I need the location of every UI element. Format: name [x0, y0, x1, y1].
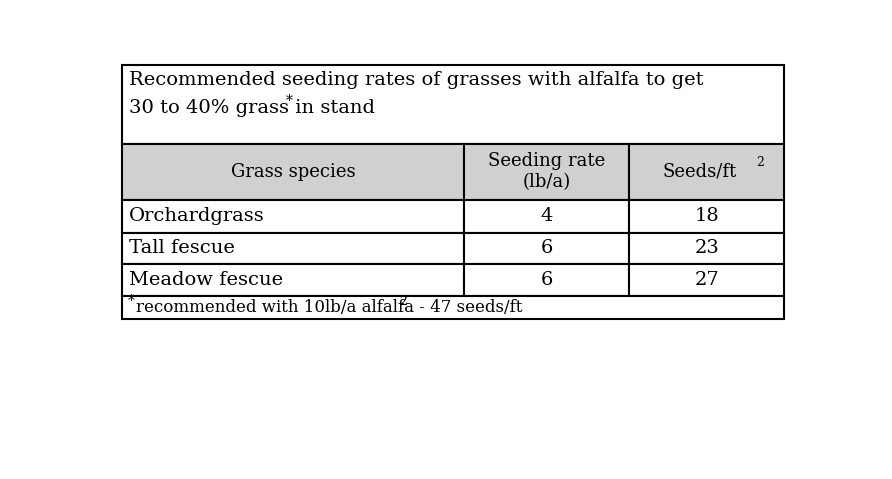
FancyBboxPatch shape — [629, 200, 784, 233]
FancyBboxPatch shape — [121, 296, 784, 319]
FancyBboxPatch shape — [464, 264, 629, 296]
Text: *: * — [285, 93, 293, 107]
Text: Tall fescue: Tall fescue — [129, 240, 235, 257]
FancyBboxPatch shape — [121, 65, 784, 144]
Text: 18: 18 — [694, 207, 719, 226]
Text: 6: 6 — [541, 271, 553, 289]
Text: 30 to 40% grass in stand: 30 to 40% grass in stand — [129, 99, 376, 117]
FancyBboxPatch shape — [629, 144, 784, 200]
FancyBboxPatch shape — [629, 233, 784, 264]
Text: 4: 4 — [541, 207, 553, 226]
Text: 2: 2 — [399, 295, 407, 308]
Text: Orchardgrass: Orchardgrass — [129, 207, 265, 226]
Text: Grass species: Grass species — [230, 163, 355, 181]
Text: 23: 23 — [694, 240, 719, 257]
FancyBboxPatch shape — [121, 264, 464, 296]
FancyBboxPatch shape — [121, 144, 464, 200]
Text: Recommended seeding rates of grasses with alfalfa to get: Recommended seeding rates of grasses wit… — [129, 71, 704, 90]
Text: 2: 2 — [756, 156, 764, 169]
Text: recommended with 10lb/a alfalfa - 47 seeds/ft: recommended with 10lb/a alfalfa - 47 see… — [136, 299, 522, 316]
FancyBboxPatch shape — [464, 200, 629, 233]
Text: *: * — [128, 294, 135, 308]
FancyBboxPatch shape — [629, 264, 784, 296]
Text: 6: 6 — [541, 240, 553, 257]
FancyBboxPatch shape — [121, 200, 464, 233]
FancyBboxPatch shape — [464, 233, 629, 264]
Text: Seeding rate
(lb/a): Seeding rate (lb/a) — [488, 152, 606, 191]
FancyBboxPatch shape — [121, 233, 464, 264]
Text: Seeds/ft: Seeds/ft — [663, 163, 737, 181]
Text: 27: 27 — [694, 271, 719, 289]
Text: Meadow fescue: Meadow fescue — [129, 271, 284, 289]
FancyBboxPatch shape — [464, 144, 629, 200]
